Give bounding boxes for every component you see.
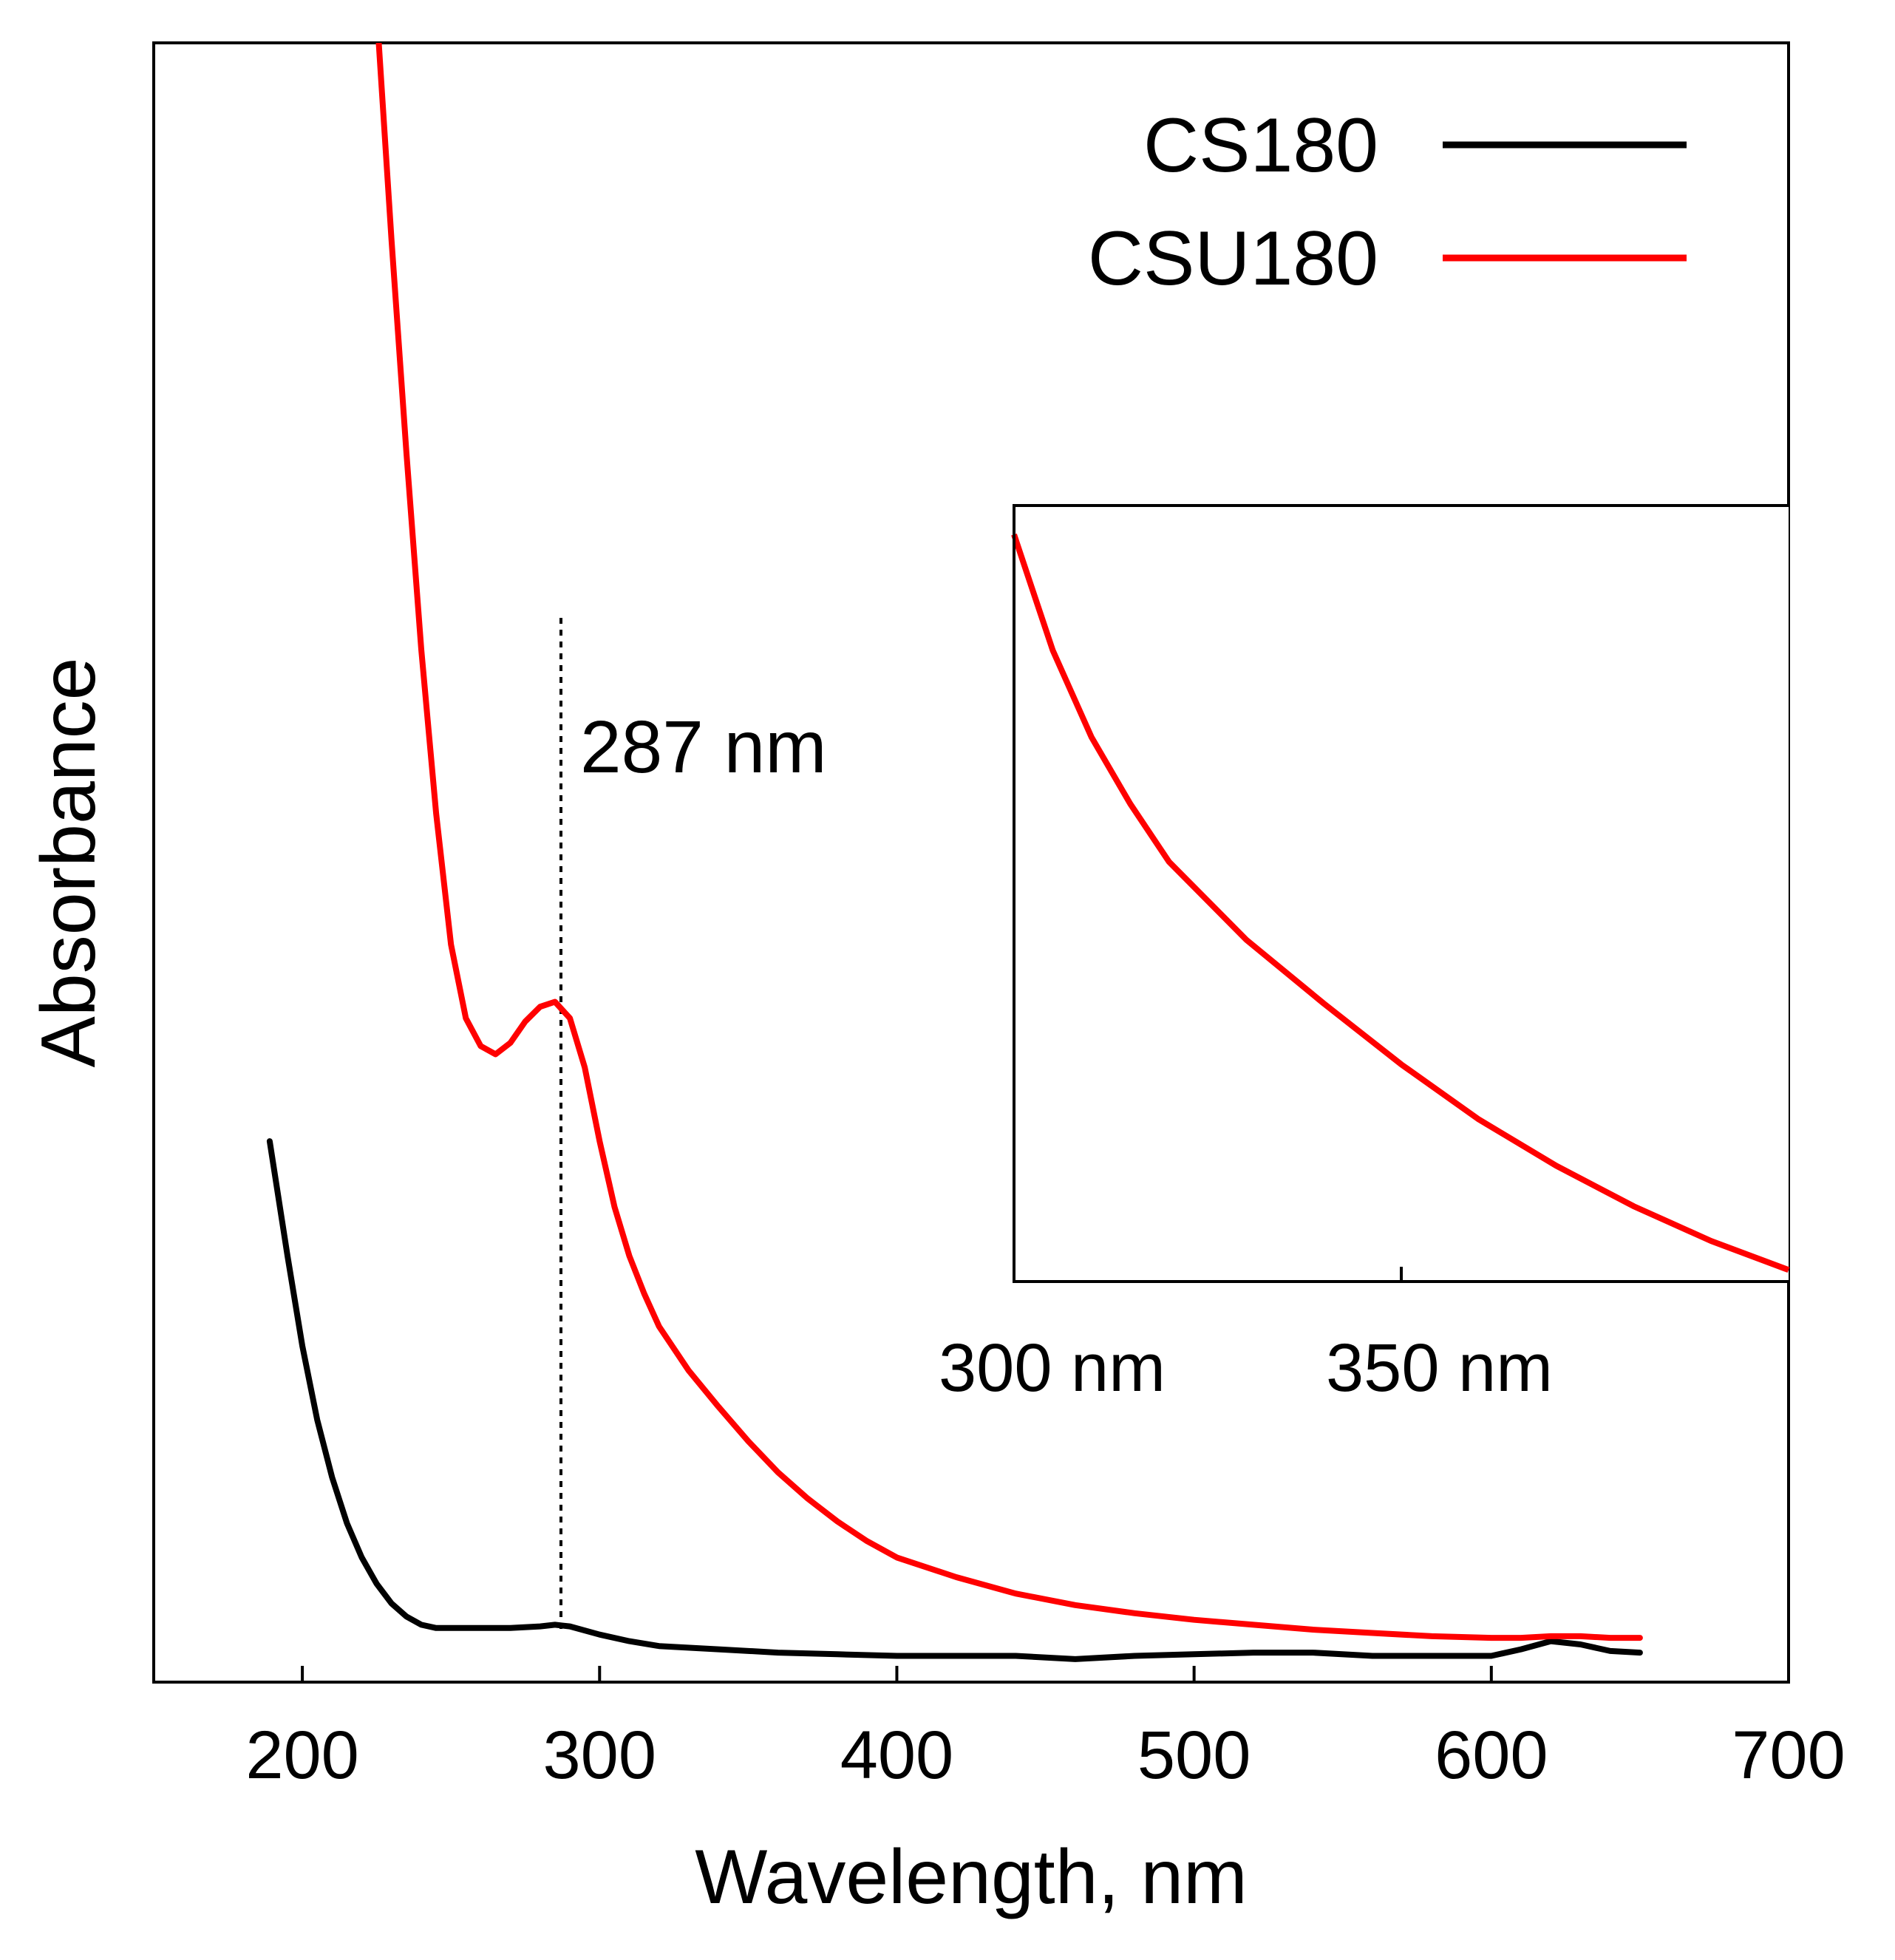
- x-axis-title: Wavelength, nm: [695, 1834, 1248, 1920]
- x-tick-label-200: 200: [245, 1718, 359, 1793]
- legend-label-csu180: CSU180: [1088, 216, 1378, 302]
- series-line-cs180: [266, 1138, 1643, 1662]
- x-tick-label-600: 600: [1435, 1718, 1548, 1793]
- inset-frame: [1013, 504, 1789, 1283]
- y-axis-title: Absorbance: [26, 657, 112, 1067]
- legend-label-cs180: CS180: [1143, 103, 1378, 188]
- series-line-csu180: [375, 43, 1643, 1641]
- peak-annotation-label: 287 nm: [580, 706, 827, 789]
- series-group: [266, 43, 1643, 1662]
- x-tick-label-300: 300: [543, 1718, 657, 1793]
- inset-x-axis: 300 nm 350 nm: [939, 1267, 1553, 1406]
- inset-x-tick-label-300: 300 nm: [939, 1330, 1166, 1406]
- legend: CS180 CSU180: [1088, 103, 1687, 302]
- x-tick-label-400: 400: [840, 1718, 954, 1793]
- inset-background: [1014, 506, 1789, 1282]
- x-tick-label-500: 500: [1137, 1718, 1251, 1793]
- inset-chart: 300 nm 350 nm: [939, 504, 1790, 1406]
- x-axis: 200 300 400 500 600 700: [245, 1666, 1845, 1793]
- x-tick-label-700: 700: [1732, 1718, 1845, 1793]
- inset-x-tick-label-350: 350 nm: [1326, 1330, 1553, 1406]
- inset-series-csu180: [1011, 533, 1790, 1273]
